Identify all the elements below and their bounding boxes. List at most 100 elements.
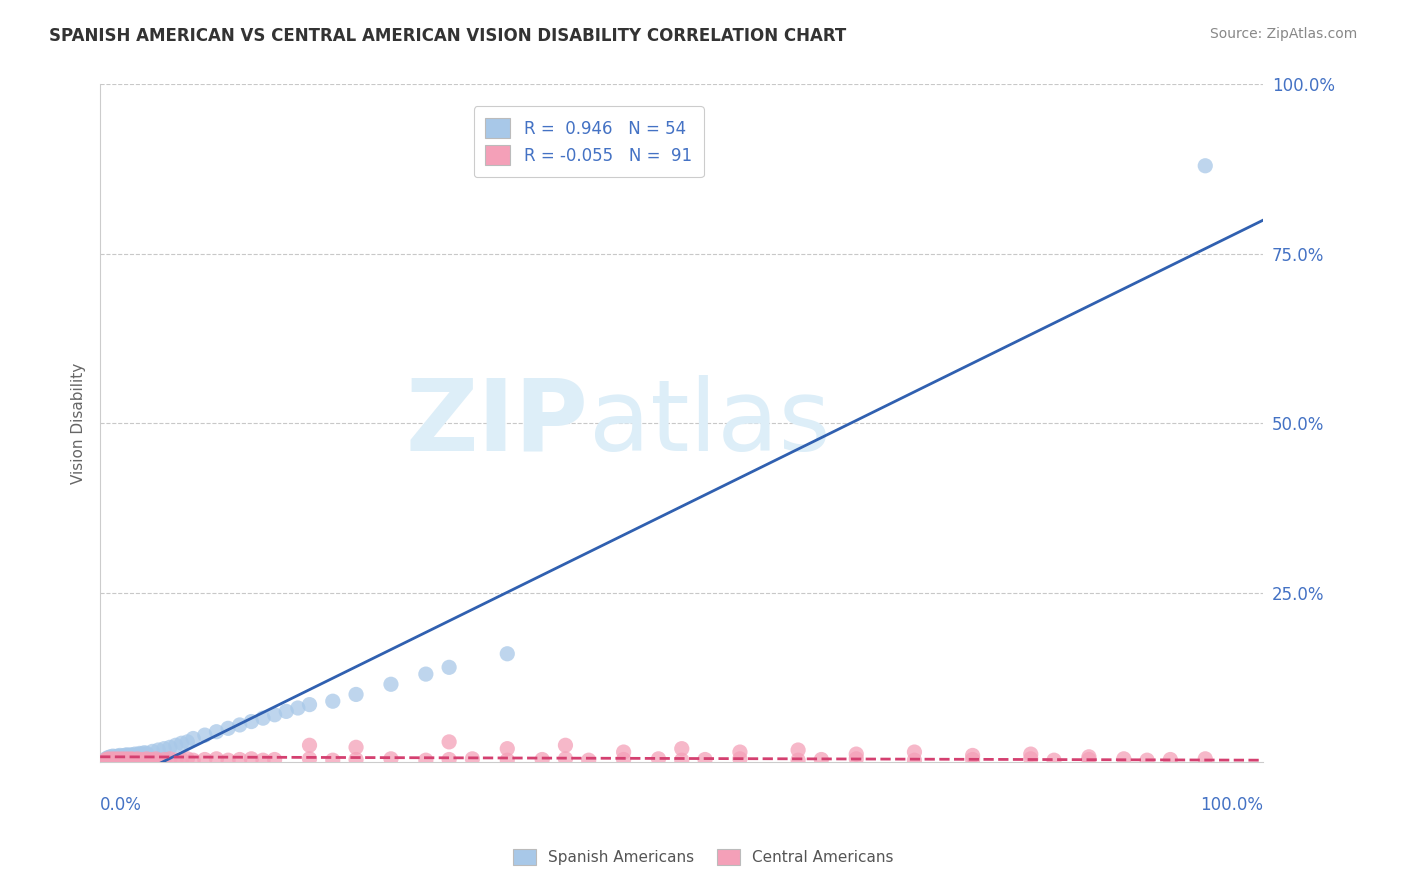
Point xyxy=(671,741,693,756)
Point xyxy=(903,753,925,767)
Point xyxy=(437,660,460,674)
Point xyxy=(111,749,134,764)
Text: 0.0%: 0.0% xyxy=(100,796,142,814)
Point xyxy=(437,735,460,749)
Point xyxy=(1194,159,1216,173)
Point xyxy=(181,753,204,767)
Point xyxy=(134,753,156,767)
Point xyxy=(153,752,176,766)
Point xyxy=(112,753,135,767)
Point xyxy=(105,750,128,764)
Point xyxy=(276,705,298,719)
Point xyxy=(117,749,139,764)
Point xyxy=(96,753,118,767)
Text: Source: ZipAtlas.com: Source: ZipAtlas.com xyxy=(1209,27,1357,41)
Point xyxy=(170,736,193,750)
Point xyxy=(531,752,554,766)
Point xyxy=(415,667,437,681)
Point xyxy=(128,747,150,761)
Y-axis label: Vision Disability: Vision Disability xyxy=(72,363,86,484)
Point xyxy=(107,749,129,764)
Point xyxy=(496,753,519,767)
Point xyxy=(322,753,344,767)
Point xyxy=(845,752,868,766)
Point xyxy=(114,753,136,767)
Point xyxy=(111,752,134,766)
Point xyxy=(153,741,176,756)
Point xyxy=(100,752,122,766)
Point xyxy=(380,677,402,691)
Point xyxy=(437,752,460,766)
Point xyxy=(578,753,600,767)
Point xyxy=(100,753,122,767)
Point xyxy=(141,752,163,766)
Point xyxy=(693,752,716,766)
Point xyxy=(98,751,121,765)
Text: 100.0%: 100.0% xyxy=(1201,796,1264,814)
Point xyxy=(496,741,519,756)
Point xyxy=(344,688,367,702)
Point xyxy=(263,752,285,766)
Legend: R =  0.946   N = 54, R = -0.055   N =  91: R = 0.946 N = 54, R = -0.055 N = 91 xyxy=(474,106,703,177)
Point xyxy=(298,698,321,712)
Point xyxy=(107,753,129,767)
Point xyxy=(112,749,135,764)
Point xyxy=(101,752,124,766)
Point xyxy=(107,752,129,766)
Point xyxy=(94,752,117,766)
Point xyxy=(170,752,193,766)
Point xyxy=(554,752,576,766)
Point xyxy=(415,753,437,767)
Point xyxy=(117,753,139,767)
Point xyxy=(148,753,170,767)
Point xyxy=(671,753,693,767)
Point xyxy=(217,722,239,736)
Point xyxy=(121,747,143,762)
Point xyxy=(613,745,636,759)
Point xyxy=(120,749,142,764)
Point xyxy=(205,752,228,766)
Point xyxy=(287,701,309,715)
Point xyxy=(647,752,669,766)
Point xyxy=(181,731,204,746)
Point xyxy=(1194,752,1216,766)
Point xyxy=(252,753,274,767)
Point xyxy=(613,752,636,766)
Text: ZIP: ZIP xyxy=(406,375,589,472)
Point xyxy=(108,752,131,766)
Point xyxy=(114,752,136,766)
Point xyxy=(1136,753,1159,767)
Point xyxy=(1019,747,1042,761)
Point xyxy=(344,740,367,755)
Point xyxy=(176,752,198,766)
Point xyxy=(104,752,127,766)
Point xyxy=(103,753,125,767)
Point xyxy=(131,747,153,761)
Point xyxy=(121,753,143,767)
Point xyxy=(962,752,984,766)
Point xyxy=(205,724,228,739)
Text: atlas: atlas xyxy=(589,375,831,472)
Point xyxy=(787,753,810,767)
Point xyxy=(135,752,157,766)
Point xyxy=(110,750,132,764)
Point xyxy=(135,747,157,761)
Point xyxy=(94,752,117,766)
Legend: Spanish Americans, Central Americans: Spanish Americans, Central Americans xyxy=(506,843,900,871)
Point xyxy=(217,753,239,767)
Point xyxy=(1077,749,1099,764)
Point xyxy=(240,752,263,766)
Point xyxy=(194,752,217,766)
Point xyxy=(787,743,810,757)
Point xyxy=(121,748,143,763)
Point xyxy=(104,749,127,764)
Point xyxy=(114,748,136,763)
Point xyxy=(131,752,153,766)
Point xyxy=(124,753,146,767)
Point xyxy=(380,752,402,766)
Point xyxy=(496,647,519,661)
Point xyxy=(810,752,832,766)
Point xyxy=(121,752,143,766)
Point xyxy=(128,753,150,767)
Point xyxy=(298,739,321,753)
